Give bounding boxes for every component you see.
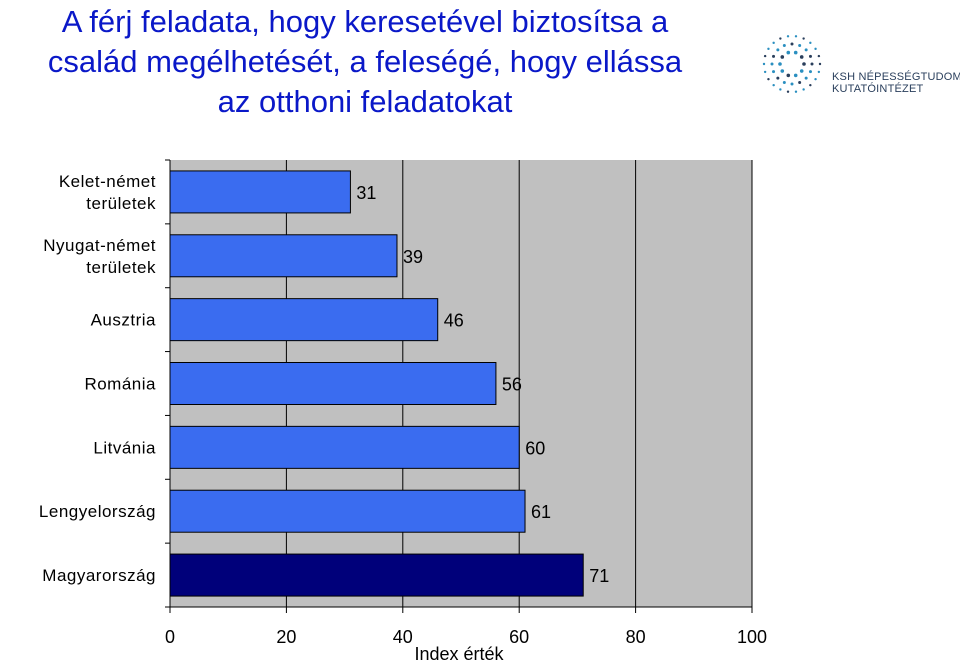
data-label: 56 — [502, 375, 522, 395]
x-tick-label: 60 — [509, 627, 529, 647]
title-line-2: család megélhetését, a feleségé, hogy el… — [47, 44, 683, 79]
logo-dot — [809, 83, 812, 87]
logo-dot — [778, 62, 782, 66]
data-label: 60 — [525, 438, 545, 458]
x-tick-labels: 0 20 40 60 80 100 — [165, 627, 767, 647]
data-label: 71 — [589, 566, 609, 586]
title-line-3: az otthoni feladatokat — [217, 84, 513, 119]
category-label: Kelet-német — [59, 172, 156, 191]
category-label: Litvánia — [93, 438, 156, 457]
logo-dot — [772, 70, 776, 74]
bar — [169, 234, 398, 278]
data-label: 46 — [444, 311, 464, 331]
logo-dot — [772, 41, 775, 45]
bar — [169, 489, 526, 533]
logo-dot — [798, 44, 802, 48]
logo-dot — [776, 48, 780, 52]
logo-dot — [794, 90, 798, 93]
logo-dot — [763, 54, 767, 58]
logo-dot — [802, 62, 806, 66]
logo-dot — [790, 82, 794, 86]
logo-text-line-2: KUTATÓINTÉZET — [832, 83, 924, 95]
category-label: Románia — [84, 375, 156, 394]
category-label: területek — [86, 258, 156, 277]
chart-title: A férj feladata, hogy keresetével biztos… — [0, 2, 730, 122]
logo-dot — [799, 69, 804, 73]
logo-dot — [814, 47, 817, 51]
x-axis-title: Index érték — [414, 644, 504, 663]
logo-dot — [808, 70, 812, 74]
bar — [169, 170, 351, 214]
logo-dot — [817, 70, 821, 74]
logo-dot — [793, 50, 798, 55]
bar — [169, 425, 520, 469]
category-label: Lengyelország — [39, 502, 156, 521]
category-label: Magyarország — [42, 566, 156, 585]
x-tick-label: 0 — [165, 627, 175, 647]
category-label: területek — [86, 194, 156, 213]
logo-text-line-1: KSH NÉPESSÉGTUDOMÁNYI — [832, 71, 960, 83]
title-line-1: A férj feladata, hogy keresetével biztos… — [61, 4, 669, 39]
logo-dot — [804, 76, 808, 80]
logo-dot — [762, 62, 766, 66]
bar — [169, 362, 497, 405]
logo-dot — [767, 47, 770, 51]
logo-dot — [779, 88, 782, 91]
logo-dot — [772, 54, 776, 58]
logo-dot — [782, 44, 786, 48]
logo-dot — [818, 62, 822, 66]
logo-dot — [808, 54, 812, 58]
logo-dot — [786, 50, 791, 55]
x-tick-label: 20 — [276, 627, 296, 647]
logo-dot — [802, 88, 805, 91]
x-tick-label: 40 — [393, 627, 413, 647]
logo-dot — [779, 37, 782, 40]
axes — [165, 159, 753, 613]
logo-dot — [809, 41, 812, 45]
logo-dot — [793, 73, 798, 78]
logo-emblem-icon — [762, 35, 822, 93]
logo-dot — [770, 62, 774, 66]
x-tick-label: 100 — [737, 627, 767, 647]
logo-dot — [817, 54, 821, 58]
category-label: Ausztria — [91, 311, 156, 330]
bars: 31 39 46 56 60 61 71 — [169, 170, 609, 597]
data-label: 61 — [531, 502, 551, 522]
logo-dot — [763, 70, 767, 74]
logo-dot — [767, 77, 770, 81]
logo-dot — [799, 55, 804, 59]
logo-dot — [790, 42, 794, 46]
logo-dot — [780, 69, 785, 73]
bar — [169, 298, 439, 342]
ksh-logo: KSH NÉPESSÉGTUDOMÁNYI KUTATÓINTÉZET — [762, 22, 960, 108]
logo-dot — [794, 35, 798, 38]
logo-dot — [772, 83, 775, 87]
logo-dot — [786, 90, 790, 93]
logo-dot — [802, 37, 805, 40]
logo-dot — [786, 35, 790, 38]
logo-dot — [798, 80, 802, 84]
bar — [169, 553, 584, 597]
logo-dot — [786, 73, 791, 78]
logo-dot — [782, 80, 786, 84]
category-labels: Kelet-német területek Nyugat-német területe… — [39, 172, 156, 585]
category-label: Nyugat-német — [43, 236, 156, 255]
logo-dot — [776, 76, 780, 80]
logo-dot — [780, 55, 785, 59]
data-label: 39 — [403, 247, 423, 267]
logo-dot — [814, 77, 817, 81]
logo-dot — [804, 48, 808, 52]
x-tick-label: 80 — [626, 627, 646, 647]
logo-dot — [810, 62, 814, 66]
data-label: 31 — [356, 183, 376, 203]
